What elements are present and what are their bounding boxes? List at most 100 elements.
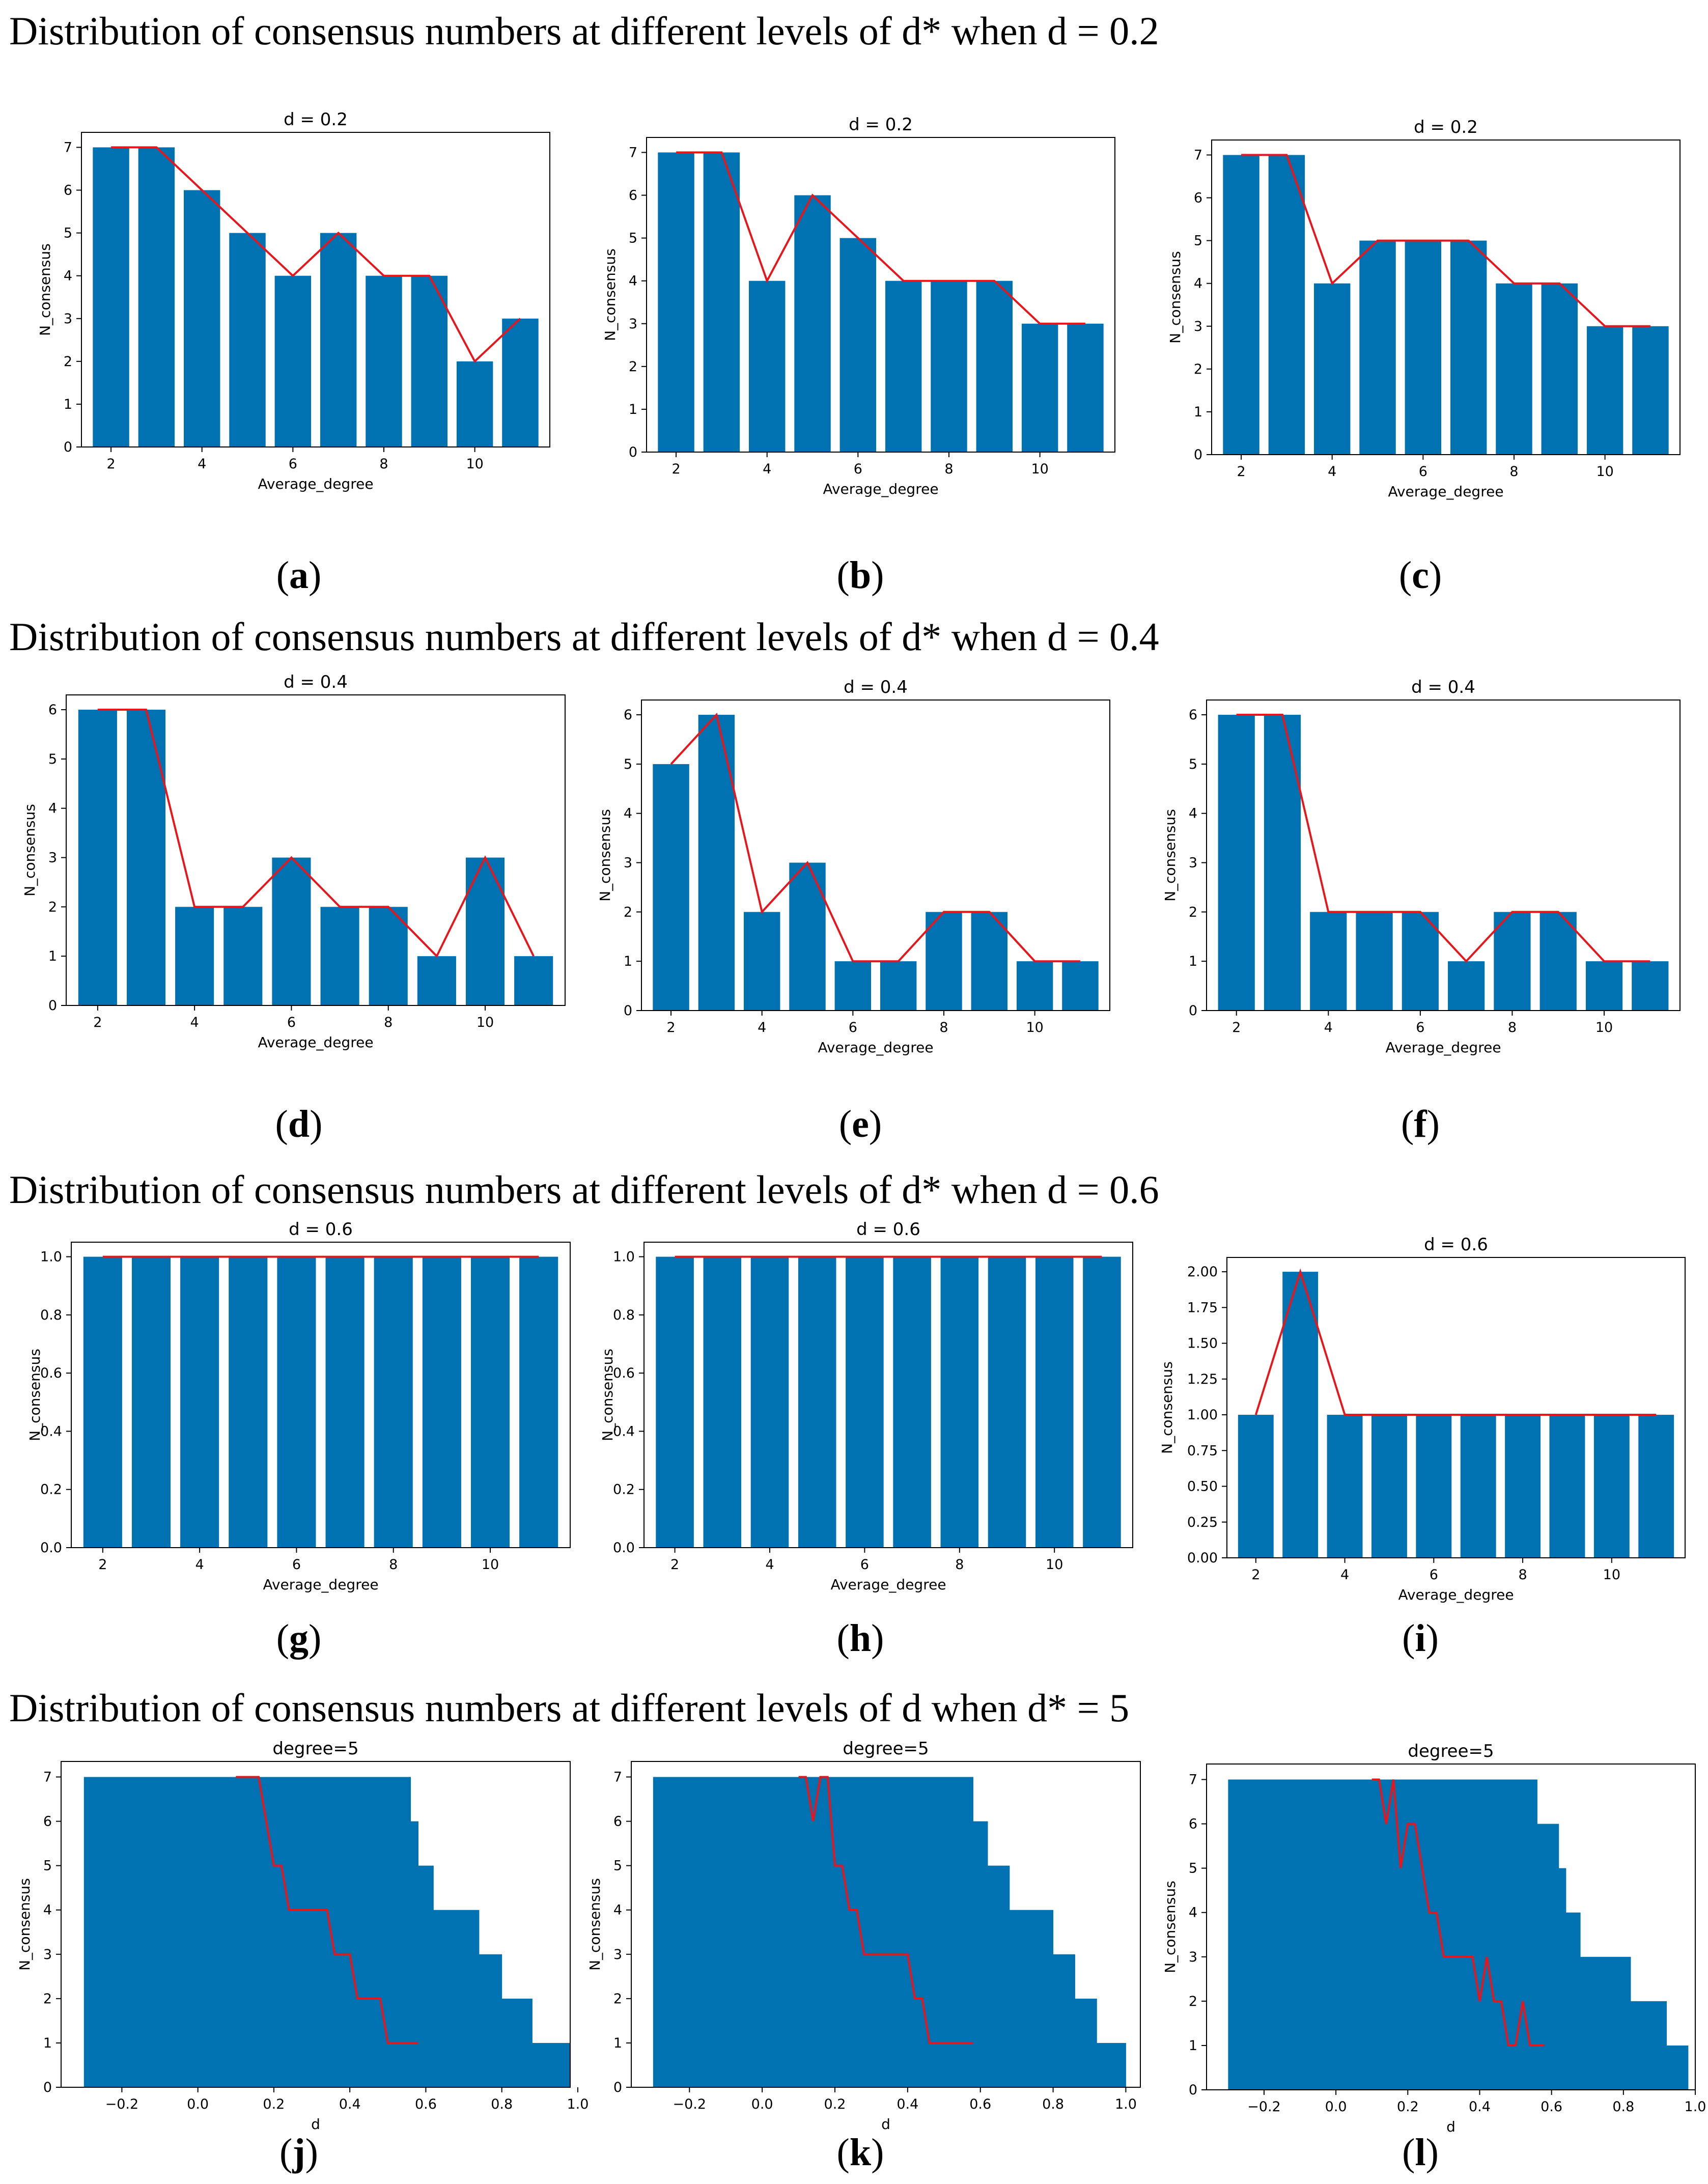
y-axis-label: N_consensus [597, 809, 613, 902]
chart-panel-e: d = 0.4 2 4 6 8 10 0 1 2 3 4 5 6 Average_degree N_cons… [565, 677, 1120, 1082]
chart-svg-d: d = 0.4 2 4 6 8 10 0 1 2 3 4 5 6 Average_degree N_cons… [21, 672, 566, 1051]
y-tick-label: 6 [629, 188, 637, 204]
x-tick-label: 6 [1419, 464, 1427, 480]
plot-frame [1211, 139, 1681, 455]
y-axis-label: N_consensus [26, 1349, 43, 1441]
bar [658, 152, 694, 452]
step-bar [1228, 1779, 1537, 2090]
step-bar [1630, 2001, 1667, 2090]
bar [1062, 961, 1099, 1011]
bar [1402, 912, 1439, 1011]
chart-title: d = 0.6 [1424, 1235, 1488, 1255]
x-tick-label: 0.8 [491, 2096, 513, 2112]
series-line [1241, 154, 1650, 327]
x-tick-label: 6 [287, 1015, 296, 1030]
y-tick-label: 3 [1194, 319, 1202, 334]
series-line [111, 146, 521, 363]
bar [976, 281, 1013, 452]
bar [514, 956, 553, 1005]
chart-svg-a: d = 0.2 2 4 6 8 10 0 1 2 3 4 5 6 7 Average_degree N_con… [37, 109, 550, 492]
bar [78, 710, 117, 1005]
bar [743, 912, 780, 1011]
bar [1359, 240, 1396, 455]
bar [83, 1256, 122, 1548]
step-bar [1580, 1956, 1631, 2090]
plot-frame [1206, 1763, 1696, 2090]
y-tick-label: 0.50 [1187, 1479, 1218, 1495]
y-tick-label: 0 [1189, 2082, 1197, 2098]
chart-svg-f: d = 0.4 2 4 6 8 10 0 1 2 3 4 5 6 Average_degree N_cons… [1162, 677, 1681, 1056]
bar [839, 238, 877, 452]
bar [126, 710, 166, 1005]
bar [320, 907, 359, 1005]
y-tick-label: 4 [629, 273, 637, 289]
plot-frame [81, 132, 550, 447]
y-tick-label: 1 [1194, 404, 1202, 420]
y-tick-label: 1.00 [1187, 1407, 1218, 1423]
caption-letter: f [1414, 1103, 1427, 1145]
bar [846, 1256, 884, 1548]
x-tick-label: 2 [98, 1557, 107, 1573]
bar [1638, 1415, 1674, 1558]
chart-svg-k: degree=5 −0.2 0.0 0.2 0.4 0.6 0.8 1.0 0 1 2 3 4 5 6 7 d N… [586, 1739, 1141, 2133]
x-tick-label: 8 [1518, 1567, 1527, 1583]
bar [175, 907, 214, 1005]
y-tick-label: 5 [64, 226, 72, 241]
caption-letter: e [852, 1103, 869, 1145]
y-axis-label: N_consensus [602, 248, 619, 341]
x-tick-label: 8 [944, 461, 953, 477]
bar [1067, 323, 1104, 452]
y-tick-label: 6 [43, 1814, 52, 1830]
y-tick-label: 0.8 [613, 1307, 635, 1323]
bar [183, 190, 220, 447]
x-tick-label: 4 [1324, 1020, 1333, 1035]
bar [1218, 715, 1255, 1011]
step-bar [1558, 1868, 1566, 2090]
plot-frame [61, 1761, 571, 2088]
chart-panel-f: d = 0.4 2 4 6 8 10 0 1 2 3 4 5 6 Average_degree N_cons… [1135, 677, 1690, 1082]
step-bar [1097, 2042, 1126, 2087]
series-line [1254, 1268, 1657, 1416]
bar [1541, 283, 1578, 455]
bar [798, 1256, 836, 1548]
x-tick-label: 6 [860, 1557, 869, 1573]
y-tick-label: 7 [1194, 147, 1202, 163]
y-tick-label: 0.75 [1187, 1443, 1218, 1459]
bar [456, 361, 493, 447]
bar [880, 961, 917, 1011]
figure-caption-j: (j) [279, 2131, 318, 2174]
y-axis-label: N_consensus [586, 1878, 603, 1971]
x-tick-label: 4 [1328, 464, 1336, 480]
chart-svg-b: d = 0.2 2 4 6 8 10 0 1 2 3 4 5 6 7 Average_degree N_con… [602, 115, 1115, 497]
bar [1494, 912, 1531, 1011]
y-tick-label: 0.4 [613, 1423, 635, 1439]
x-tick-label: 2 [1232, 1020, 1241, 1035]
bar [1632, 961, 1669, 1011]
y-tick-label: 4 [1194, 276, 1202, 292]
chart-svg-e: d = 0.4 2 4 6 8 10 0 1 2 3 4 5 6 Average_degree N_cons… [597, 677, 1110, 1056]
y-axis-label: N_consensus [1159, 1361, 1175, 1454]
y-tick-label: 5 [43, 1858, 52, 1874]
x-axis-label: Average_degree [830, 1576, 946, 1593]
x-tick-label: 10 [1603, 1567, 1620, 1583]
bar [1416, 1415, 1452, 1558]
bar [180, 1256, 219, 1548]
chart-title: d = 0.4 [844, 677, 908, 697]
bar [369, 907, 408, 1005]
x-tick-label: 10 [477, 1015, 494, 1030]
y-tick-label: 1.0 [613, 1249, 635, 1265]
bar [320, 233, 357, 447]
bar [698, 715, 735, 1011]
x-tick-label: 1.0 [567, 2096, 589, 2112]
figure-caption-b: (b) [836, 554, 884, 597]
bar [885, 281, 922, 452]
y-tick-label: 3 [1189, 855, 1197, 871]
bar [1593, 1415, 1630, 1558]
x-tick-label: 6 [1430, 1567, 1438, 1583]
x-tick-label: 0.2 [1397, 2099, 1419, 2115]
y-tick-label: 2 [64, 354, 72, 370]
x-axis-label: Average_degree [258, 1034, 373, 1051]
figure-caption-h: (h) [836, 1617, 884, 1660]
y-tick-label: 2.00 [1187, 1264, 1218, 1280]
bar [653, 764, 689, 1011]
